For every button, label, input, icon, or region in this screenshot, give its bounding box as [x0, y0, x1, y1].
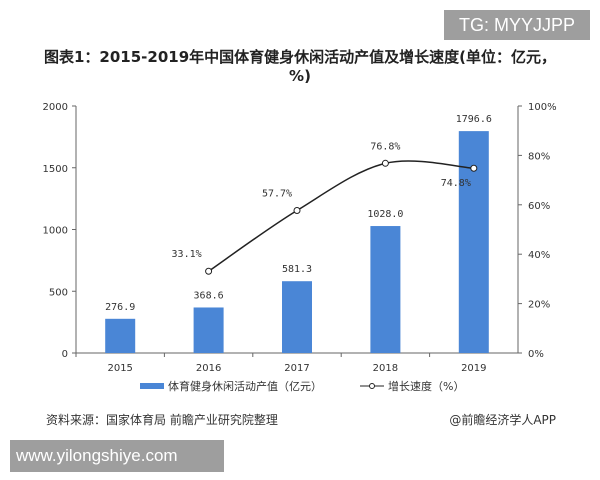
watermark-bottom: www.yilongshiye.com [10, 440, 224, 472]
legend-bar-swatch [140, 383, 164, 389]
bar-data-label: 1028.0 [367, 209, 403, 220]
x-tick-label: 2016 [196, 363, 221, 374]
x-tick-label: 2018 [373, 363, 398, 374]
growth-point [470, 164, 478, 172]
growth-point [205, 267, 213, 275]
left-tick-label: 2000 [43, 102, 68, 113]
growth-point [381, 159, 389, 167]
left-tick-label: 1000 [43, 226, 68, 237]
chart-title: 图表1：2015-2019年中国体育健身休闲活动产值及增长速度(单位：亿元，%) [43, 48, 557, 85]
right-tick-label: 40% [528, 250, 550, 261]
right-tick-label: 100% [528, 102, 557, 113]
line-data-label: 74.8% [441, 178, 471, 189]
right-tick-label: 0% [528, 349, 544, 360]
line-data-label: 57.7% [262, 188, 292, 199]
bar [282, 281, 312, 353]
legend-line-marker [369, 383, 375, 389]
right-tick-label: 20% [528, 300, 550, 311]
x-tick-label: 2017 [284, 363, 309, 374]
line-data-label: 76.8% [370, 141, 400, 152]
bar [193, 307, 224, 353]
bar [105, 318, 136, 353]
left-tick-label: 500 [49, 287, 68, 298]
bar-data-label: 276.9 [105, 302, 135, 313]
legend-bar-label: 体育健身休闲活动产值（亿元） [168, 379, 322, 393]
growth-line [208, 160, 474, 272]
bar [458, 131, 489, 353]
line-data-label: 33.1% [172, 249, 202, 260]
watermark-top: TG: MYYJJPP [444, 10, 590, 40]
bar [370, 226, 401, 353]
left-tick-label: 1500 [43, 164, 68, 175]
x-tick-label: 2015 [107, 363, 132, 374]
source-note: 资料来源：国家体育局 前瞻产业研究院整理 [46, 413, 278, 427]
bar-data-label: 1796.6 [456, 114, 492, 125]
left-tick-label: 0 [62, 349, 68, 360]
bar-data-label: 581.3 [282, 264, 312, 275]
right-tick-label: 80% [528, 151, 550, 162]
brand-note: @前瞻经济学人APP [449, 413, 556, 427]
legend-line-label: 增长速度（%） [388, 379, 464, 393]
x-tick-label: 2019 [461, 363, 486, 374]
bar-data-label: 368.6 [194, 290, 224, 301]
growth-point [293, 206, 301, 214]
right-tick-label: 60% [528, 201, 550, 212]
